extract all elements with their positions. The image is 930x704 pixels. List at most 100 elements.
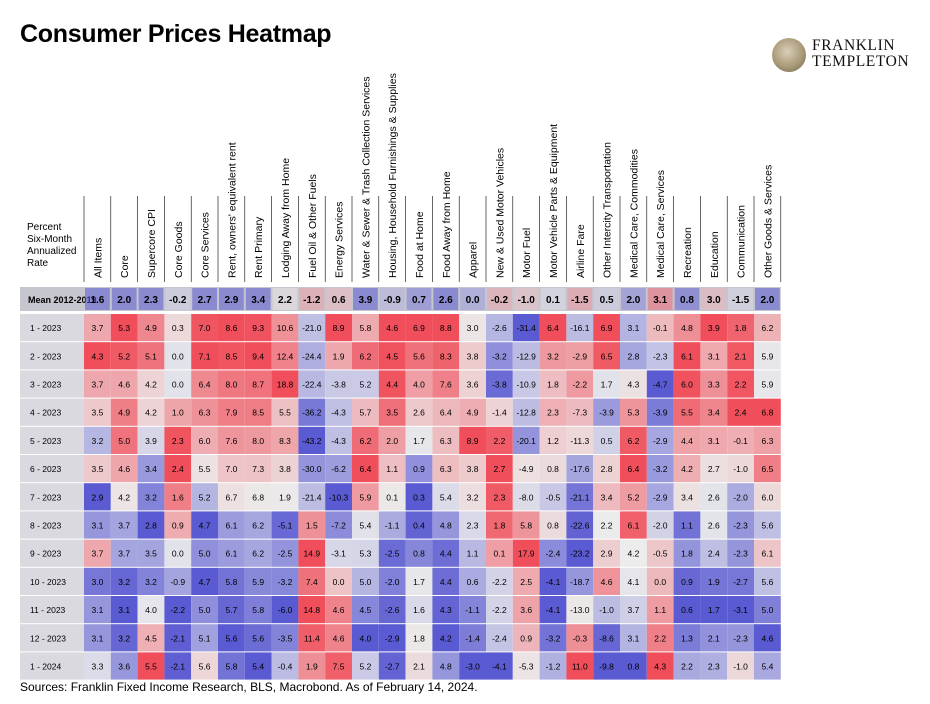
heatmap-cell bbox=[700, 624, 728, 652]
heatmap-cell bbox=[486, 652, 513, 680]
heatmap-cell bbox=[566, 483, 594, 511]
cell-value-label: 0.6 bbox=[467, 577, 479, 587]
heatmap-cell bbox=[673, 455, 701, 483]
heatmap-cell bbox=[486, 370, 513, 398]
mean-cell bbox=[219, 288, 244, 310]
cell-value-label: 4.2 bbox=[440, 633, 452, 643]
heatmap-cell bbox=[593, 511, 620, 539]
heatmap-cell bbox=[352, 567, 379, 595]
cell-value-label: -5.3 bbox=[519, 662, 534, 672]
row-label: 10 - 2023 bbox=[30, 577, 66, 587]
cell-value-label: 0.9 bbox=[172, 521, 184, 531]
heatmap-cell bbox=[218, 511, 245, 539]
cell-value-label: -4.9 bbox=[519, 464, 534, 474]
cell-value-label: 3.1 bbox=[627, 323, 639, 333]
heatmap-cell bbox=[110, 596, 138, 624]
column-header: Core Goods bbox=[173, 221, 185, 278]
cell-value-label: 5.2 bbox=[627, 492, 639, 502]
heatmap-cell bbox=[298, 342, 326, 370]
cell-value-label: -3.1 bbox=[733, 605, 748, 615]
row-label-background bbox=[20, 342, 84, 370]
cell-value-label: -21.4 bbox=[302, 492, 322, 502]
heatmap-cell bbox=[566, 398, 594, 426]
heatmap-cell bbox=[646, 652, 674, 680]
heatmap-cell bbox=[620, 455, 647, 483]
mean-value-label: 0.5 bbox=[600, 295, 614, 306]
cell-value-label: 3.1 bbox=[708, 351, 720, 361]
heatmap-cell bbox=[378, 511, 406, 539]
heatmap-cell bbox=[486, 398, 513, 426]
heatmap-cell bbox=[405, 455, 433, 483]
heatmap-cell bbox=[673, 567, 701, 595]
heatmap-cell bbox=[566, 370, 594, 398]
heatmap-cell bbox=[191, 652, 218, 680]
heatmap-cell bbox=[137, 426, 165, 454]
heatmap-cell bbox=[459, 567, 486, 595]
mean-row-label: Mean 2012-2019 bbox=[28, 295, 97, 305]
cell-value-label: -12.8 bbox=[517, 408, 537, 418]
heatmap-cell bbox=[298, 539, 326, 567]
heatmap-cell bbox=[352, 314, 379, 342]
heatmap-cell bbox=[191, 370, 218, 398]
sources-footnote: Sources: Franklin Fixed Income Research,… bbox=[20, 680, 478, 694]
cell-value-label: 5.0 bbox=[761, 605, 773, 615]
cell-value-label: 7.9 bbox=[225, 408, 237, 418]
heatmap-cell bbox=[244, 567, 272, 595]
cell-value-label: -4.1 bbox=[492, 662, 507, 672]
cell-value-label: 5.2 bbox=[118, 351, 130, 361]
cell-value-label: 3.0 bbox=[467, 323, 479, 333]
cell-value-label: -0.5 bbox=[546, 492, 561, 502]
cell-value-label: 6.4 bbox=[627, 464, 639, 474]
cell-value-label: 5.4 bbox=[359, 521, 371, 531]
heatmap-cell bbox=[405, 398, 433, 426]
heatmap-cell bbox=[164, 624, 192, 652]
heatmap-cell bbox=[110, 370, 138, 398]
cell-value-label: 7.4 bbox=[306, 577, 318, 587]
heatmap-cell bbox=[593, 342, 620, 370]
heatmap-cell bbox=[244, 398, 272, 426]
heatmap-cell bbox=[727, 511, 754, 539]
mean-cell bbox=[245, 288, 271, 310]
cell-value-label: -2.3 bbox=[733, 633, 748, 643]
heatmap-cell bbox=[218, 539, 245, 567]
cell-value-label: 6.0 bbox=[761, 492, 773, 502]
heatmap-cell bbox=[512, 314, 540, 342]
heatmap-cell bbox=[727, 314, 754, 342]
cell-value-label: -0.1 bbox=[653, 323, 668, 333]
heatmap-cell bbox=[620, 426, 647, 454]
mean-cell bbox=[192, 288, 217, 310]
heatmap-cell bbox=[137, 596, 165, 624]
heatmap-cell bbox=[539, 370, 567, 398]
heatmap-cell bbox=[110, 314, 138, 342]
cell-value-label: 5.6 bbox=[413, 351, 425, 361]
column-header: Other Goods & Services bbox=[762, 165, 774, 278]
heatmap-cell bbox=[405, 426, 433, 454]
cell-value-label: -2.1 bbox=[170, 633, 185, 643]
cell-value-label: -2.2 bbox=[492, 605, 507, 615]
heatmap-cell bbox=[244, 370, 272, 398]
cell-value-label: 0.3 bbox=[413, 492, 425, 502]
mean-value-label: 3.1 bbox=[653, 295, 667, 306]
cell-value-label: -1.0 bbox=[733, 662, 748, 672]
mean-value-label: -0.2 bbox=[491, 295, 509, 306]
cell-value-label: 1.8 bbox=[735, 323, 747, 333]
cell-value-label: -2.3 bbox=[653, 351, 668, 361]
mean-value-label: 0.6 bbox=[332, 295, 346, 306]
mean-value-label: 2.0 bbox=[117, 295, 131, 306]
heatmap-cell bbox=[539, 314, 567, 342]
heatmap-cell bbox=[84, 342, 111, 370]
heatmap-cell bbox=[673, 342, 701, 370]
heatmap-cell bbox=[378, 314, 406, 342]
cell-value-label: 2.2 bbox=[654, 633, 666, 643]
heatmap-cell bbox=[727, 596, 754, 624]
heatmap-cell bbox=[566, 624, 594, 652]
heatmap-cell bbox=[164, 398, 192, 426]
cell-value-label: 4.2 bbox=[145, 408, 157, 418]
heatmap-cell bbox=[459, 342, 486, 370]
cell-value-label: 6.4 bbox=[440, 408, 452, 418]
cell-value-label: 2.5 bbox=[520, 577, 532, 587]
mean-value-label: 2.3 bbox=[144, 295, 158, 306]
cell-value-label: 3.6 bbox=[520, 605, 532, 615]
heatmap-cell bbox=[673, 370, 701, 398]
cell-value-label: 2.4 bbox=[708, 549, 720, 559]
